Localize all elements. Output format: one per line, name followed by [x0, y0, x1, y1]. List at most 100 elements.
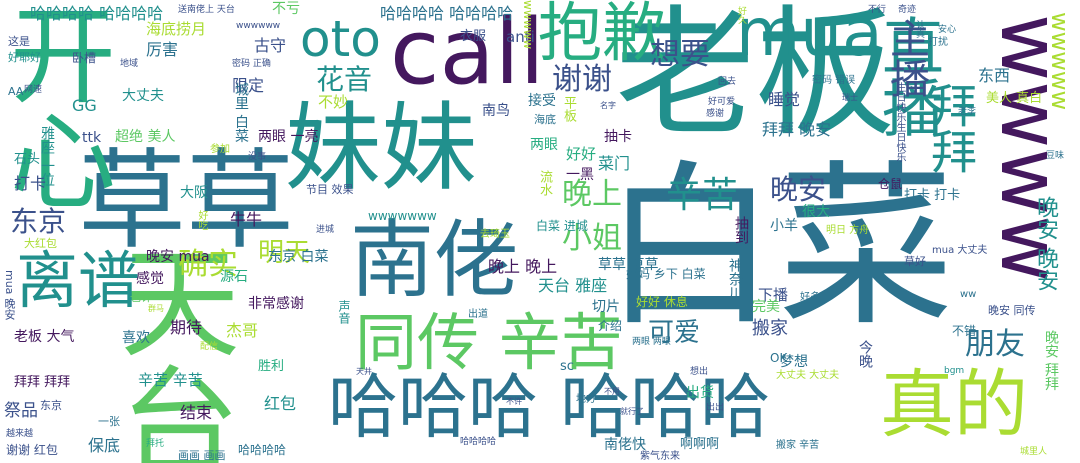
- word-mua-dazhangfu: mua 大丈夫: [932, 245, 988, 256]
- word-jiege: 杰哥: [226, 321, 259, 340]
- word-zhende: 真的: [880, 362, 1028, 448]
- word-chuhuo: 出货: [686, 385, 714, 401]
- word-nanlao: 南佬: [350, 211, 519, 309]
- word-jinwan: 今晚: [857, 340, 873, 368]
- word-hahahaha-tiny: 哈哈哈哈: [460, 437, 497, 447]
- word-buyong: 不用: [604, 387, 620, 396]
- word-wanan-mua: 晚安 mua: [146, 249, 210, 265]
- word-caohao: 草好: [904, 255, 926, 268]
- word-aa: AA: [8, 85, 24, 98]
- word-ok: OK: [770, 351, 788, 365]
- word-ganjue: 感觉: [136, 271, 164, 287]
- word-shuijiao: 睡觉: [768, 90, 801, 109]
- word-tianjing: 天井: [356, 367, 372, 376]
- word-haidi: 海底: [534, 113, 556, 126]
- word-liangyan-yiliang: 两眼 一亮: [258, 129, 319, 145]
- word-ttk: ttk: [82, 130, 102, 146]
- word-bgm: bgm: [944, 366, 965, 376]
- word-huahua-huahua: 画画 画画: [178, 449, 226, 462]
- word-xiexie-hongbao: 谢谢 红包: [6, 443, 58, 457]
- word-caocao-caocao: 草草 草草: [598, 257, 659, 273]
- word-baibai-wanan: 拜拜 晚安: [762, 120, 832, 139]
- word-dazhangfu: 大丈夫: [122, 88, 164, 104]
- word-banjia: 搬家: [752, 318, 788, 339]
- word-gushou: 古守: [254, 36, 287, 55]
- word-hahahaha-top: 哈哈哈哈 哈哈哈哈: [30, 4, 164, 23]
- word-chaojue-meiren: 超绝 美人: [115, 129, 176, 145]
- word-laoban: 老板: [615, 0, 896, 156]
- word-mingtian: 明天: [258, 238, 311, 268]
- word-keai: 可爱: [648, 318, 701, 348]
- word-song-nanlao: 送南佬上 天台: [178, 5, 235, 15]
- word-wanan-wanan: 晚安 晚安: [1033, 196, 1058, 291]
- word-xiaojie: 小姐: [562, 221, 622, 256]
- word-peixin: 配信: [200, 342, 219, 352]
- word-baodi: 保底: [88, 436, 121, 455]
- word-canjia: 参加: [210, 144, 230, 155]
- word-wangsu: 网速: [24, 85, 43, 95]
- word-mua-wanan: mua 晚安: [3, 270, 16, 320]
- word-mama-xiangxia: 妈妈 乡下 白菜: [626, 267, 706, 281]
- word-chudao: 出道: [468, 309, 488, 320]
- word-mingri-fangzhou: 明日 方舟: [826, 225, 870, 236]
- word-nanniao: 南鸟: [482, 103, 510, 119]
- word-buxing: 不行: [868, 5, 887, 15]
- word-caimen: 菜门: [598, 154, 631, 173]
- word-dongjing-baicai: 东京 白菜: [268, 249, 329, 265]
- word-dongjing: 东京: [10, 205, 67, 238]
- word-bucuo: 不错: [952, 324, 977, 338]
- word-zheshi: 这是: [8, 35, 30, 48]
- word-haojiu: 好久: [736, 6, 746, 24]
- word-huayin: 花音: [316, 63, 373, 96]
- word-jieshao: 介绍: [598, 319, 623, 333]
- word-yifu: 衣服: [460, 29, 487, 44]
- word-hongbao: 红包: [264, 394, 297, 413]
- word-xiexie: 谢谢: [552, 62, 612, 97]
- word-daban: 大阪: [180, 185, 208, 201]
- word-mua: mua: [736, 0, 883, 71]
- word-dahongbao: 大红包: [24, 237, 57, 250]
- word-huiqu: 回去: [718, 77, 737, 87]
- word-anxin: 安心: [938, 25, 957, 35]
- word-jieshu: 结束: [180, 403, 213, 422]
- word-qiji: 奇迹: [898, 5, 917, 15]
- word-laoli: 老李: [958, 107, 977, 117]
- word-caocao: 草草: [78, 139, 295, 264]
- word-mima-zhengque: 密码 正确: [232, 59, 271, 69]
- word-baicai-jincheng: 白菜 进城: [536, 219, 588, 233]
- word-anti: anti: [506, 28, 535, 46]
- word-haidilaoyue: 海底捞月: [146, 20, 207, 38]
- word-shengli: 胜利: [258, 359, 285, 374]
- word-lipu: 离谱: [16, 244, 141, 317]
- word-ziqidonglai: 紫气东来: [640, 451, 680, 462]
- word-haoyehao: 好耶好: [8, 51, 41, 64]
- word-xianding: 限定: [232, 76, 265, 95]
- word-jieshou: 接受: [528, 93, 556, 109]
- word-qiepian: 切片: [592, 299, 620, 315]
- word-ww: ww: [960, 289, 977, 300]
- word-tiantai: 天台: [99, 240, 238, 463]
- word-call: call: [390, 0, 545, 105]
- word-shengri-kuaile: 生日快乐生日快乐: [894, 82, 905, 162]
- word-chouka: 抽卡: [604, 129, 632, 145]
- word-zhubo: 主播: [883, 18, 929, 98]
- word-qidai: 期待: [170, 318, 203, 337]
- word-haochi: 好吃: [196, 210, 207, 230]
- word-baituo: 拜托: [146, 439, 165, 449]
- word-ganxie: 感谢: [706, 109, 725, 119]
- word-daka: 打卡: [14, 174, 47, 193]
- word-wanan-tongchuan: 晚安 同传: [988, 304, 1036, 317]
- word-quqiyu: 去琦玉: [480, 229, 510, 240]
- word-meishi: 没事: [248, 152, 267, 162]
- word-xiangyao: 想要: [650, 37, 710, 72]
- word-tongchuan: 同传 辛苦: [355, 306, 623, 379]
- word-renzhen: 认真: [914, 20, 924, 38]
- word-meimei: 妹妹: [285, 92, 477, 204]
- word-jincheng: 进城: [316, 225, 335, 235]
- word-darao: 打扰: [928, 37, 948, 48]
- word-mima-cuowu: 密码 错误: [812, 75, 856, 86]
- word-wanmei: 完美: [752, 299, 780, 315]
- word-haoduo: 好多: [800, 292, 820, 303]
- word-baoqian: 抱歉: [538, 0, 666, 71]
- word-jiuxingle: 就行了: [620, 407, 644, 416]
